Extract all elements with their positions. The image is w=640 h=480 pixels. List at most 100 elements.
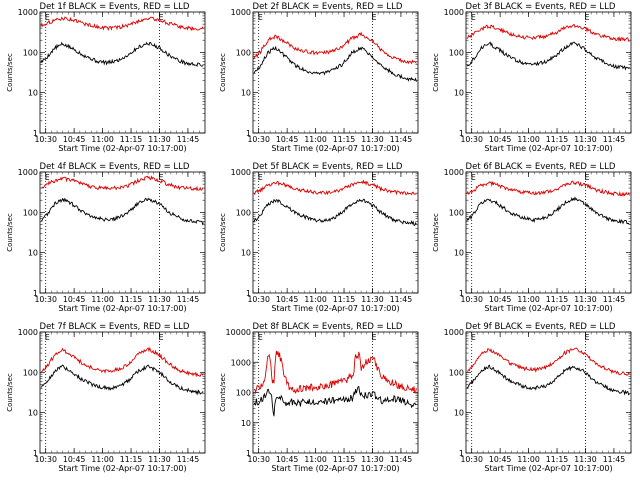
x-tick-label: 11:30 [148,295,171,304]
x-tick-label: 11:00 [91,135,114,144]
x-tick-label: 11:30 [361,295,384,304]
y-tick-label: 100 [449,208,464,217]
x-tick-label: 11:15 [333,455,356,464]
chart-svg-3: Det 3f BLACK = Events, RED = LLD 1 10 100 10… [432,2,632,153]
x-tick-label: 11:15 [546,455,569,464]
events-series-line [466,41,630,71]
event-marker-label: E [371,173,376,182]
y-tick-label: 10 [28,409,38,418]
event-marker-label: E [45,333,50,342]
x-tick-label: 10:30 [34,455,57,464]
x-tick-label: 10:30 [460,135,483,144]
x-tick-label: 11:30 [574,295,597,304]
x-tick-label: 11:30 [574,455,597,464]
y-tick-label: 10 [28,249,38,258]
y-tick-label: 100 [236,389,251,398]
y-tick-label: 1 [33,289,38,298]
y-tick-label: 10 [28,89,38,98]
events-series-line [253,198,417,226]
x-tick-label: 10:30 [460,455,483,464]
chart-title: Det 5f BLACK = Events, RED = LLD [253,162,403,172]
chart-svg-7: Det 7f BLACK = Events, RED = LLD 1 10 100 10… [6,322,206,473]
x-tick-label: 11:30 [574,135,597,144]
chart-svg-8: Det 8f BLACK = Events, RED = LLD 1 10 100 10… [219,322,419,473]
event-marker-label: E [584,173,589,182]
x-tick-label: 11:15 [120,455,143,464]
x-tick-label: 11:45 [390,135,413,144]
y-tick-label: 1000 [231,168,251,177]
y-tick-label: 100 [449,48,464,57]
lld-series-line [466,347,630,376]
plot-frame [252,171,419,294]
event-marker-label: E [258,173,263,182]
y-axis-label: Counts/sec [432,373,440,412]
lld-series-line [253,31,417,65]
plot-frame [39,11,206,134]
lld-series-line [40,346,204,378]
x-tick-label: 11:30 [361,455,384,464]
y-tick-label: 1 [459,449,464,458]
chart-title: Det 2f BLACK = Events, RED = LLD [253,2,403,12]
chart-svg-9: Det 9f BLACK = Events, RED = LLD 1 10 100 10… [432,322,632,473]
y-tick-label: 1 [459,289,464,298]
y-tick-label: 10 [241,419,251,428]
event-marker-label: E [158,333,163,342]
x-tick-label: 11:00 [304,455,327,464]
x-tick-label: 10:45 [63,295,86,304]
x-tick-label: 10:45 [489,295,512,304]
lld-series-line [40,175,204,191]
x-tick-label: 10:30 [247,455,270,464]
chart-panel-8: Det 8f BLACK = Events, RED = LLD 1 10 100 10… [213,320,426,480]
event-marker-label: E [158,173,163,182]
chart-panel-7: Det 7f BLACK = Events, RED = LLD 1 10 100 10… [0,320,213,480]
event-marker-label: E [45,173,50,182]
y-tick-label: 1 [33,129,38,138]
x-tick-label: 10:30 [34,135,57,144]
y-tick-label: 100 [236,48,251,57]
event-marker-label: E [258,13,263,22]
y-tick-label: 1 [246,129,251,138]
chart-svg-2: Det 2f BLACK = Events, RED = LLD 1 10 100 10… [219,2,419,153]
chart-panel-4: Det 4f BLACK = Events, RED = LLD 1 10 100 10… [0,160,213,320]
x-tick-label: 10:30 [34,295,57,304]
y-tick-label: 1 [246,449,251,458]
x-tick-label: 11:45 [390,455,413,464]
x-axis-label: Start Time (02-Apr-07 10:17:00) [484,144,612,153]
x-tick-label: 11:15 [120,295,143,304]
x-tick-label: 11:30 [361,135,384,144]
x-tick-label: 10:45 [63,455,86,464]
x-tick-label: 11:00 [91,455,114,464]
x-tick-label: 10:45 [276,135,299,144]
x-axis-label: Start Time (02-Apr-07 10:17:00) [271,464,399,473]
events-series-line [466,364,630,396]
x-tick-label: 10:30 [460,295,483,304]
x-axis-label: Start Time (02-Apr-07 10:17:00) [58,144,186,153]
event-marker-label: E [471,173,476,182]
y-tick-label: 1 [459,129,464,138]
x-tick-label: 11:45 [177,295,200,304]
chart-svg-6: Det 6f BLACK = Events, RED = LLD 1 10 100 10… [432,162,632,313]
y-tick-label: 1000 [18,328,38,337]
events-series-line [253,46,417,82]
plot-frame [39,331,206,454]
x-tick-label: 11:00 [517,455,540,464]
chart-title: Det 6f BLACK = Events, RED = LLD [466,162,616,172]
y-tick-label: 1000 [18,168,38,177]
x-tick-label: 11:45 [390,295,413,304]
y-tick-label: 10 [454,409,464,418]
chart-panel-3: Det 3f BLACK = Events, RED = LLD 1 10 100 10… [426,0,639,160]
plot-frame [465,11,632,134]
y-tick-label: 100 [23,368,38,377]
y-tick-label: 100 [236,208,251,217]
chart-svg-4: Det 4f BLACK = Events, RED = LLD 1 10 100 10… [6,162,206,313]
y-axis-label: Counts/sec [432,213,440,252]
x-tick-label: 11:15 [546,135,569,144]
event-marker-label: E [158,13,163,22]
x-tick-label: 10:45 [276,295,299,304]
events-series-line [40,197,204,226]
y-tick-label: 1000 [231,358,251,367]
x-axis-label: Start Time (02-Apr-07 10:17:00) [271,144,399,153]
x-axis-label: Start Time (02-Apr-07 10:17:00) [58,304,186,313]
x-tick-label: 11:15 [333,135,356,144]
